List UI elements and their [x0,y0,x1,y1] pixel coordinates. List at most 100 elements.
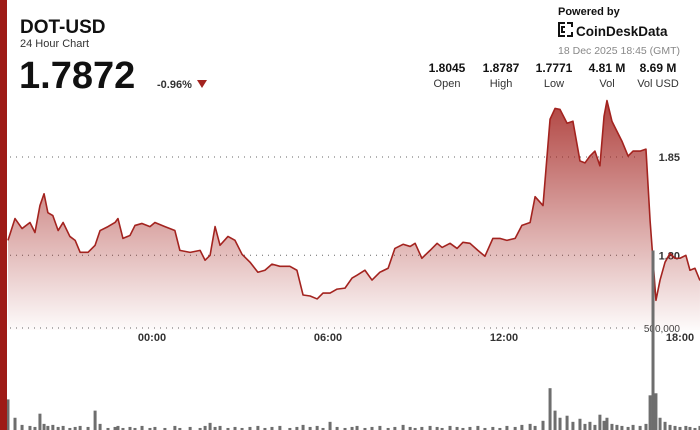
volume-bar [605,417,609,430]
volume-bar [533,425,537,430]
volume-bar [541,420,545,430]
volume-bar [644,423,648,430]
volume-bar [301,424,305,430]
volume-bar [133,427,137,430]
stat-label: Vol [599,78,614,90]
symbol: DOT-USD [20,17,106,38]
volume-bar [520,424,524,430]
brand: CoinDeskData [576,24,668,39]
subtitle: 24 Hour Chart [20,38,89,50]
volume-bar [6,399,10,430]
volume-bar [626,426,630,430]
volume-bar [602,420,606,430]
powered-by: Powered by [558,6,621,18]
volume-bar [343,427,347,430]
volume-bar [178,427,182,430]
volume-bar [615,424,619,430]
volume-bar [198,427,202,430]
volume-bar [483,427,487,430]
volume-bar [583,423,587,430]
volume-bar [654,393,658,430]
volume-bar [648,395,652,430]
volume-bar [350,426,354,430]
volume-bar [668,424,672,430]
volume-bar [116,425,120,430]
price-area [7,100,700,330]
volume-bar [263,427,267,430]
volume-bar [663,421,667,430]
volume-bar [42,423,46,430]
stats: 1.8045 Open 1.8787 High 1.7771 Low 4.81 M Vol 8.… [429,61,679,90]
volume-bar [218,425,222,430]
price-line [7,99,700,302]
volume-bar [513,426,517,430]
volume-bar [321,427,325,430]
change: -0.96% [157,79,192,91]
volume-bar [684,425,688,430]
volume-bar [408,426,412,430]
volume-bar [528,423,532,430]
volume-bar [610,423,614,430]
volume-bar [203,425,207,430]
volume-bar [505,425,509,430]
volume-bar [86,426,90,430]
volume-bar [68,427,72,430]
volume-bar [278,425,282,430]
volume-bar [51,424,55,430]
volume-bar [651,250,655,430]
volume-bar [28,425,32,430]
stat-value: 4.81 M [589,61,626,75]
x-tick-label: 00:00 [138,332,166,344]
volume-bar [13,417,17,430]
volume-bar [401,424,405,430]
volume-bar [558,417,562,430]
stat-value: 1.8045 [429,61,466,75]
volume-bar [153,426,157,430]
volume-bar [413,427,417,430]
accent-bar [0,0,7,430]
volume-bar [46,425,50,430]
x-tick-label: 12:00 [490,332,518,344]
volume-bar [33,426,37,430]
stat-label: High [490,78,513,90]
volume-bar [393,426,397,430]
volume-bar [386,427,390,430]
volume-bar [78,425,82,430]
volume-bar [295,426,299,430]
down-arrow [197,80,207,88]
volume-bar [468,426,472,430]
volume-bar [335,426,339,430]
volume-bar [673,425,677,430]
volume-bar [328,421,332,430]
volume-bar [370,426,374,430]
volume-bar [548,388,552,430]
volume-bar [308,426,312,430]
volume-bar [56,426,60,430]
volume-bar [213,426,217,430]
volume-bar [420,426,424,430]
volume-bar [693,427,697,430]
volume-bar [588,421,592,430]
volume-bar [565,415,569,430]
timestamp: 18 Dec 2025 18:45 (GMT) [558,45,680,57]
volume-bar [491,426,495,430]
stat-value: 1.8787 [483,61,520,75]
volume-bar [140,425,144,430]
volume-bar [121,427,125,430]
volume-bar [61,425,65,430]
volume-bar [270,426,274,430]
brand-logo [558,22,573,37]
volume-bar [233,426,237,430]
volume-bar [148,427,152,430]
volume-bar [128,426,132,430]
volume-bar [315,425,319,430]
volume-bar [208,422,212,430]
volume-bar [256,425,260,430]
volume-bar [678,426,682,430]
volume-bar [98,423,102,430]
volume-bar [248,426,252,430]
x-tick-label: 18:00 [666,332,694,344]
